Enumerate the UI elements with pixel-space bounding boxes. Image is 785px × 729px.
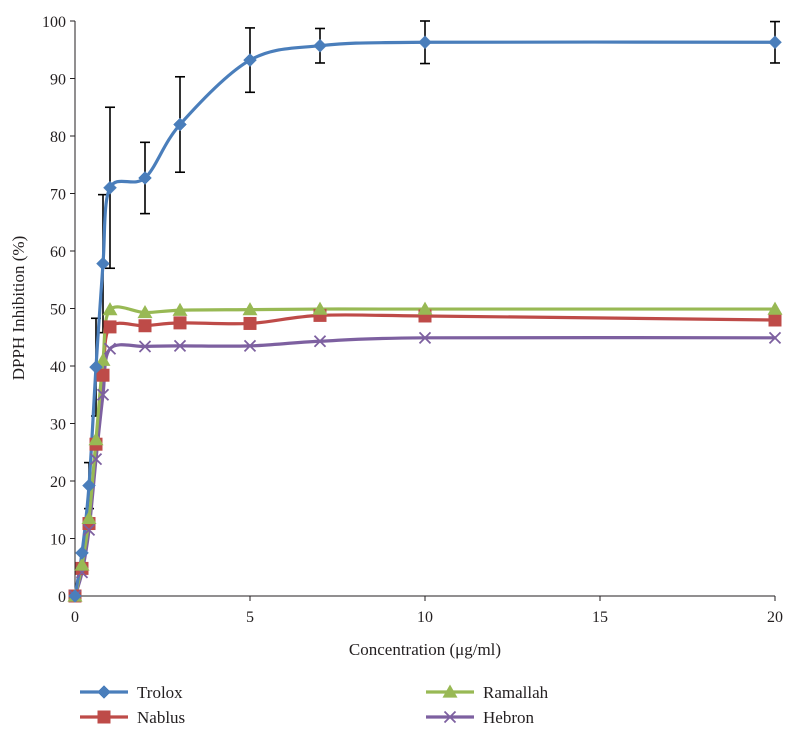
trolox-data-point: [418, 35, 432, 50]
error-bars: [84, 20, 780, 510]
hebron-data-point: [418, 331, 432, 344]
ramallah-data-point: [88, 432, 104, 446]
legend-label: Ramallah: [483, 683, 549, 702]
x-axis-title: Concentration (μg/ml): [349, 640, 501, 659]
hebron-data-point: [103, 342, 117, 355]
y-axis-title: DPPH Inhibition (%): [9, 236, 28, 381]
trolox-data-point: [89, 360, 103, 375]
legend-marker: [443, 710, 457, 724]
hebron-data-point: [82, 523, 96, 537]
y-tick-label: 70: [50, 187, 66, 204]
series-markers: [67, 35, 783, 603]
ramallah-data-point: [312, 301, 328, 315]
nablus-data-point: [173, 316, 187, 330]
ramallah-data-point: [172, 302, 188, 316]
hebron-data-point: [313, 335, 327, 348]
ramallah-data-point: [95, 352, 111, 366]
ramallah-data-point: [137, 305, 153, 319]
ramallah-data-point: [417, 301, 433, 315]
legend-marker: [97, 710, 111, 724]
legend-label: Nablus: [137, 708, 185, 727]
y-tick-label: 0: [58, 589, 66, 606]
y-tick-label: 80: [50, 129, 66, 146]
hebron-data-point: [138, 340, 152, 353]
y-tick-label: 60: [50, 244, 66, 261]
legend-label: Hebron: [483, 708, 534, 727]
plot-area: 0 5 10 15 20 0 10 20 30 40 50 60 70 80 90 100: [42, 14, 783, 626]
nablus-data-point: [243, 316, 257, 330]
hebron-data-point: [768, 331, 782, 344]
trolox-data-point: [96, 256, 110, 271]
hebron-series-line: [73, 335, 777, 598]
hebron-data-point: [96, 388, 110, 401]
ramallah-data-point: [81, 510, 97, 524]
trolox-data-point: [82, 478, 96, 493]
y-axis-ticks: 0 10 20 30 40 50 60 70 80 90 100: [42, 14, 75, 606]
ramallah-data-point: [242, 302, 258, 316]
legend-marker: [442, 684, 458, 698]
nablus-series-line: [73, 313, 777, 598]
y-tick-label: 20: [50, 474, 66, 491]
legend-label: Trolox: [137, 683, 183, 702]
nablus-data-point: [96, 368, 110, 382]
trolox-data-point: [313, 38, 327, 53]
x-tick-label: 0: [71, 609, 79, 626]
ramallah-data-point: [767, 301, 783, 315]
y-tick-label: 90: [50, 72, 66, 89]
hebron-data-point: [89, 453, 103, 466]
x-axis-ticks: 0 5 10 15 20: [71, 596, 783, 626]
nablus-data-point: [768, 313, 782, 327]
ramallah-data-point: [102, 302, 118, 316]
trolox-data-point: [768, 35, 782, 50]
legend-item-ramallah: Ramallah: [426, 683, 549, 702]
trolox-data-point: [103, 180, 117, 195]
y-tick-label: 30: [50, 417, 66, 434]
nablus-data-point: [138, 319, 152, 333]
legend-item-trolox: Trolox: [80, 683, 183, 702]
x-tick-label: 20: [767, 609, 783, 626]
x-tick-label: 15: [592, 609, 608, 626]
ramallah-data-point: [74, 557, 90, 571]
y-tick-label: 10: [50, 532, 66, 549]
legend: Trolox Nablus Ramallah Hebron: [80, 683, 549, 727]
y-tick-label: 50: [50, 302, 66, 319]
legend-marker: [97, 685, 111, 699]
nablus-data-point: [103, 320, 117, 334]
y-tick-label: 40: [50, 359, 66, 376]
trolox-data-point: [75, 546, 89, 560]
ramallah-series-line: [73, 305, 777, 598]
x-tick-label: 10: [417, 609, 433, 626]
trolox-data-point: [138, 171, 152, 185]
hebron-data-point: [173, 339, 187, 353]
trolox-data-point: [243, 53, 257, 67]
legend-item-hebron: Hebron: [426, 708, 534, 727]
trolox-data-point: [68, 589, 82, 603]
hebron-data-point: [243, 339, 257, 353]
y-tick-label: 100: [42, 14, 66, 31]
legend-item-nablus: Nablus: [80, 708, 185, 727]
x-tick-label: 5: [246, 609, 254, 626]
trolox-data-point: [173, 117, 187, 132]
